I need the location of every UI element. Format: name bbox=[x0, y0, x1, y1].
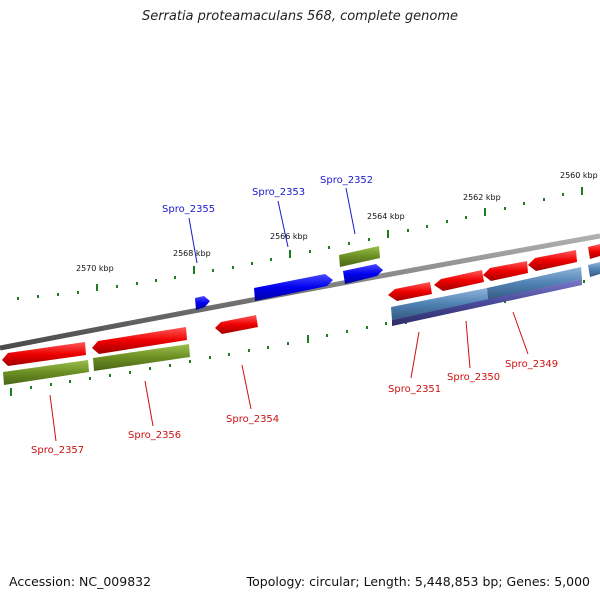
gene-arrow-spro-2351[interactable] bbox=[388, 282, 432, 301]
gene-arrow-spro-2356[interactable] bbox=[92, 327, 187, 354]
tick-label-2560: 2560 kbp bbox=[560, 171, 598, 180]
genome-summary-text: Topology: circular; Length: 5,448,853 bp… bbox=[246, 574, 590, 589]
outer-tick-track bbox=[17, 187, 583, 300]
gene-label-spro-2351[interactable]: Spro_2351 bbox=[388, 384, 441, 395]
gene-label-spro-2355[interactable]: Spro_2355 bbox=[162, 204, 215, 215]
gene-label-spro-2353[interactable]: Spro_2353 bbox=[252, 187, 305, 198]
tick-label-2562: 2562 kbp bbox=[463, 193, 501, 202]
gene-arrow-spro-2348[interactable] bbox=[528, 250, 577, 271]
gene-box-indigo[interactable] bbox=[392, 279, 582, 326]
tick-label-2568: 2568 kbp bbox=[173, 249, 211, 258]
gene-label-spro-2354[interactable]: Spro_2354 bbox=[226, 414, 279, 425]
forward-strand-features bbox=[195, 244, 600, 310]
gene-box-spro-2356[interactable] bbox=[93, 344, 190, 371]
forward-label-leaders bbox=[188, 187, 356, 264]
gene-arrow-spro-2357[interactable] bbox=[2, 342, 86, 366]
gene-arrow-spro-2349[interactable] bbox=[483, 261, 528, 281]
gene-arrow-spro-2352[interactable] bbox=[343, 264, 383, 284]
gene-box-spro-2357[interactable] bbox=[3, 360, 89, 385]
accession-text: Accession: NC_009832 bbox=[9, 574, 152, 589]
gene-box-steel-2[interactable] bbox=[487, 267, 582, 300]
tick-label-2570: 2570 kbp bbox=[76, 264, 114, 273]
gene-box-spro-2351-steel[interactable] bbox=[391, 288, 488, 320]
gene-arrow-spro-2350[interactable] bbox=[434, 270, 484, 291]
gene-box-edge-steel[interactable] bbox=[588, 262, 600, 277]
gene-label-spro-2357[interactable]: Spro_2357 bbox=[31, 445, 84, 456]
tick-label-2564: 2564 kbp bbox=[367, 212, 405, 221]
gene-label-spro-2352[interactable]: Spro_2352 bbox=[320, 175, 373, 186]
gene-label-spro-2349[interactable]: Spro_2349 bbox=[505, 359, 558, 370]
gene-arrow-spro-2354[interactable] bbox=[215, 315, 258, 334]
tick-label-2566: 2566 kbp bbox=[270, 232, 308, 241]
gene-arrow-edge[interactable] bbox=[588, 244, 600, 259]
gene-label-spro-2350[interactable]: Spro_2350 bbox=[447, 372, 500, 383]
map-title: Serratia proteamaculans 568, complete ge… bbox=[141, 9, 459, 24]
gene-label-spro-2356[interactable]: Spro_2356 bbox=[128, 430, 181, 441]
reverse-label-leaders bbox=[49, 311, 529, 442]
gene-arrow-spro-2355[interactable] bbox=[195, 296, 210, 310]
gene-arrow-spro-2353[interactable] bbox=[254, 274, 333, 301]
reverse-strand-features bbox=[2, 250, 582, 385]
gene-box-spro-2352[interactable] bbox=[339, 246, 380, 267]
